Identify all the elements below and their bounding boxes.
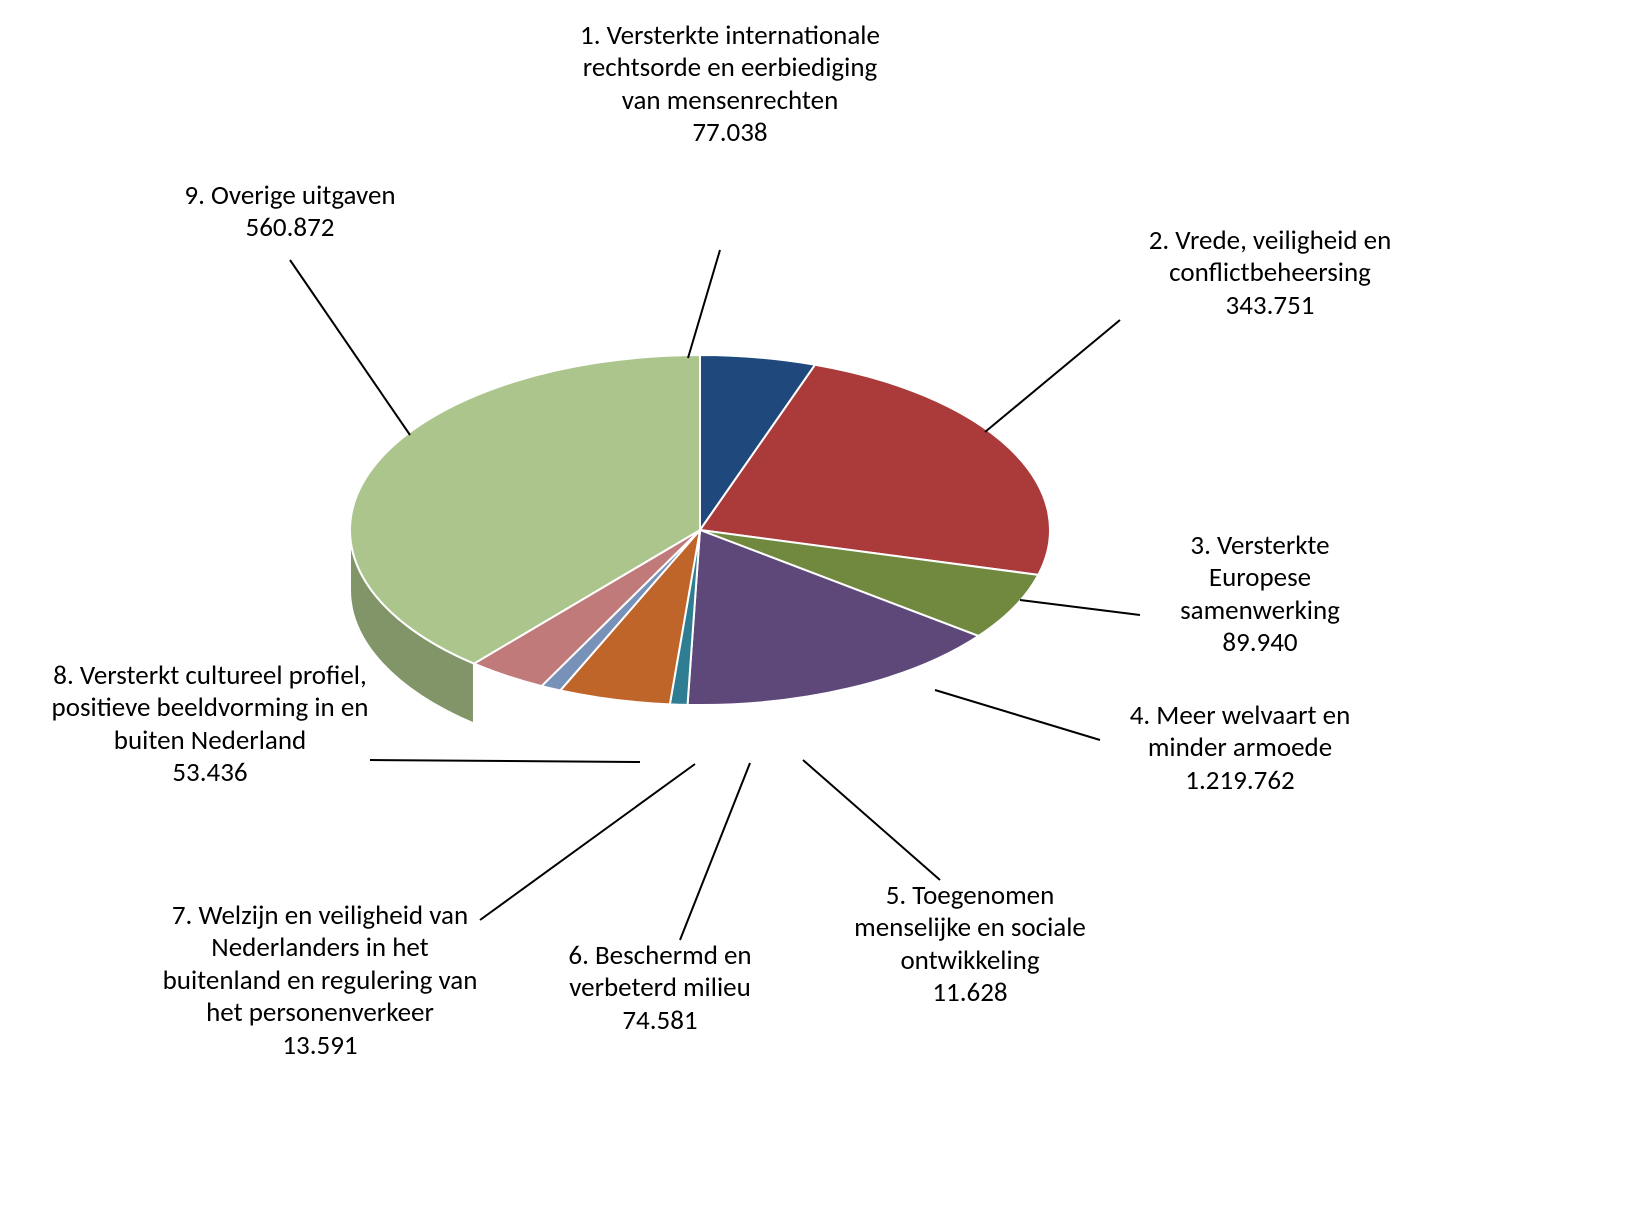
slice-label-value-5: 11.628 [830, 977, 1110, 1009]
slice-label-5: 5. Toegenomen menselijke en sociale ontw… [830, 880, 1110, 1010]
slice-label-8: 8. Versterkt cultureel profiel, positiev… [50, 660, 370, 790]
slice-label-text-8: 8. Versterkt cultureel profiel, positiev… [50, 660, 370, 757]
leader-line-2 [985, 320, 1120, 432]
slice-label-6: 6. Beschermd en verbeterd milieu74.581 [530, 940, 790, 1037]
slice-label-text-4: 4. Meer welvaart en minder armoede [1100, 700, 1380, 765]
leader-line-1 [688, 250, 720, 358]
pie-chart-container: 1. Versterkte internationale rechtsorde … [0, 0, 1633, 1220]
leader-line-4 [935, 690, 1100, 740]
slice-label-1: 1. Versterkte internationale rechtsorde … [580, 20, 880, 150]
slice-label-3: 3. Versterkte Europese samenwerking89.94… [1140, 530, 1380, 660]
slice-label-text-6: 6. Beschermd en verbeterd milieu [530, 940, 790, 1005]
leader-line-8 [370, 760, 640, 762]
slice-label-value-3: 89.940 [1140, 627, 1380, 659]
slice-label-9: 9. Overige uitgaven560.872 [150, 180, 430, 245]
leader-line-6 [680, 763, 750, 940]
slice-label-text-3: 3. Versterkte Europese samenwerking [1140, 530, 1380, 627]
slice-label-text-9: 9. Overige uitgaven [150, 180, 430, 212]
slice-label-value-1: 77.038 [580, 117, 880, 149]
slice-label-value-8: 53.436 [50, 757, 370, 789]
leader-line-7 [480, 764, 695, 920]
slice-label-value-9: 560.872 [150, 212, 430, 244]
slice-label-text-5: 5. Toegenomen menselijke en sociale ontw… [830, 880, 1110, 977]
slice-label-value-7: 13.591 [160, 1030, 480, 1062]
slice-label-value-4: 1.219.762 [1100, 765, 1380, 797]
slice-label-7: 7. Welzijn en veiligheid van Nederlander… [160, 900, 480, 1062]
slice-label-text-7: 7. Welzijn en veiligheid van Nederlander… [160, 900, 480, 1030]
slice-label-text-1: 1. Versterkte internationale rechtsorde … [580, 20, 880, 117]
slice-label-2: 2. Vrede, veiligheid en conflictbeheersi… [1120, 225, 1420, 322]
leader-line-5 [803, 760, 940, 880]
leader-line-9 [290, 260, 410, 435]
slice-label-value-2: 343.751 [1120, 290, 1420, 322]
slice-label-4: 4. Meer welvaart en minder armoede1.219.… [1100, 700, 1380, 797]
slice-label-value-6: 74.581 [530, 1005, 790, 1037]
slice-label-text-2: 2. Vrede, veiligheid en conflictbeheersi… [1120, 225, 1420, 290]
leader-line-3 [1020, 600, 1140, 615]
